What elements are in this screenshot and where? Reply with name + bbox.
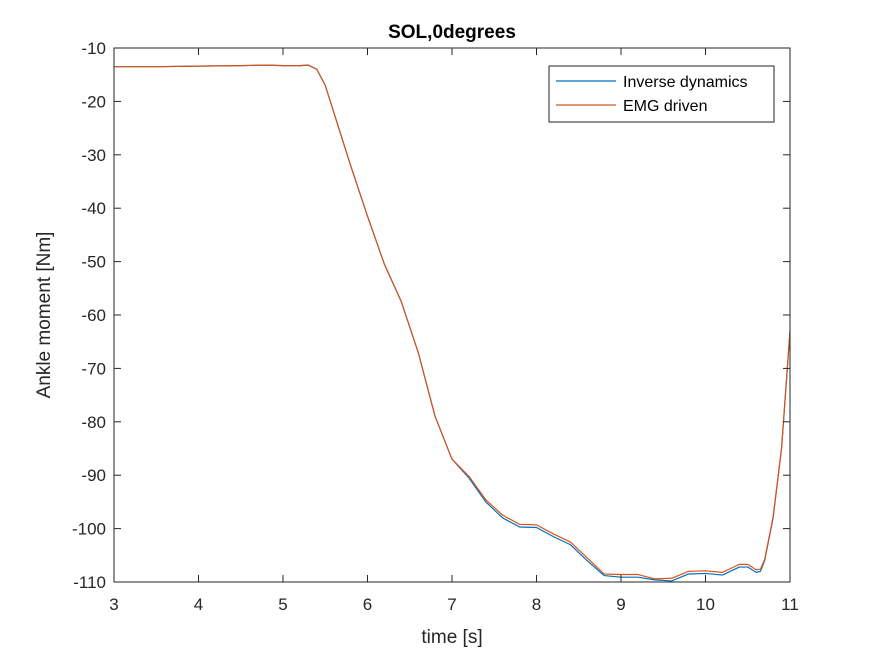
- legend-label-emg-driven: EMG driven: [623, 98, 707, 115]
- x-tick-label: 9: [616, 595, 625, 614]
- legend-box: [548, 65, 775, 123]
- x-axis-label: time [s]: [421, 627, 482, 648]
- y-tick-label: -100: [72, 520, 106, 539]
- y-axis-label: Ankle moment [Nm]: [34, 232, 55, 399]
- x-tick-label: 7: [447, 595, 456, 614]
- y-tick-label: -10: [81, 39, 106, 58]
- y-tick-label: -70: [81, 359, 106, 378]
- y-tick-label: -80: [81, 413, 106, 432]
- y-ticks: -10 -20 -30 -40 -50 -60 -70 -80 -90 -100 -110: [72, 39, 790, 592]
- plot-area: [114, 48, 790, 582]
- x-tick-label: 11: [781, 595, 799, 614]
- y-tick-label: -30: [81, 146, 106, 165]
- y-tick-label: -110: [73, 573, 106, 592]
- legend: Inverse dynamics EMG driven: [548, 65, 775, 123]
- series-layer: [114, 64, 791, 582]
- x-tick-label: 6: [363, 595, 372, 614]
- y-tick-label: -50: [81, 253, 106, 272]
- y-tick-label: -40: [81, 199, 106, 218]
- x-ticks: 3 4 5 6 7 8 9 10 11: [109, 48, 799, 614]
- series-line-emg-driven: [114, 64, 791, 580]
- x-tick-label: 3: [109, 595, 118, 614]
- x-tick-label: 4: [194, 595, 203, 614]
- y-tick-label: -60: [81, 306, 106, 325]
- chart-title: SOL,0degrees: [388, 22, 516, 43]
- x-tick-label: 10: [696, 595, 715, 614]
- legend-label-inverse-dynamics: Inverse dynamics: [623, 74, 748, 91]
- y-tick-label: -90: [81, 466, 106, 485]
- y-tick-label: -20: [81, 92, 106, 111]
- x-tick-label: 5: [278, 595, 287, 614]
- x-tick-label: 8: [532, 595, 541, 614]
